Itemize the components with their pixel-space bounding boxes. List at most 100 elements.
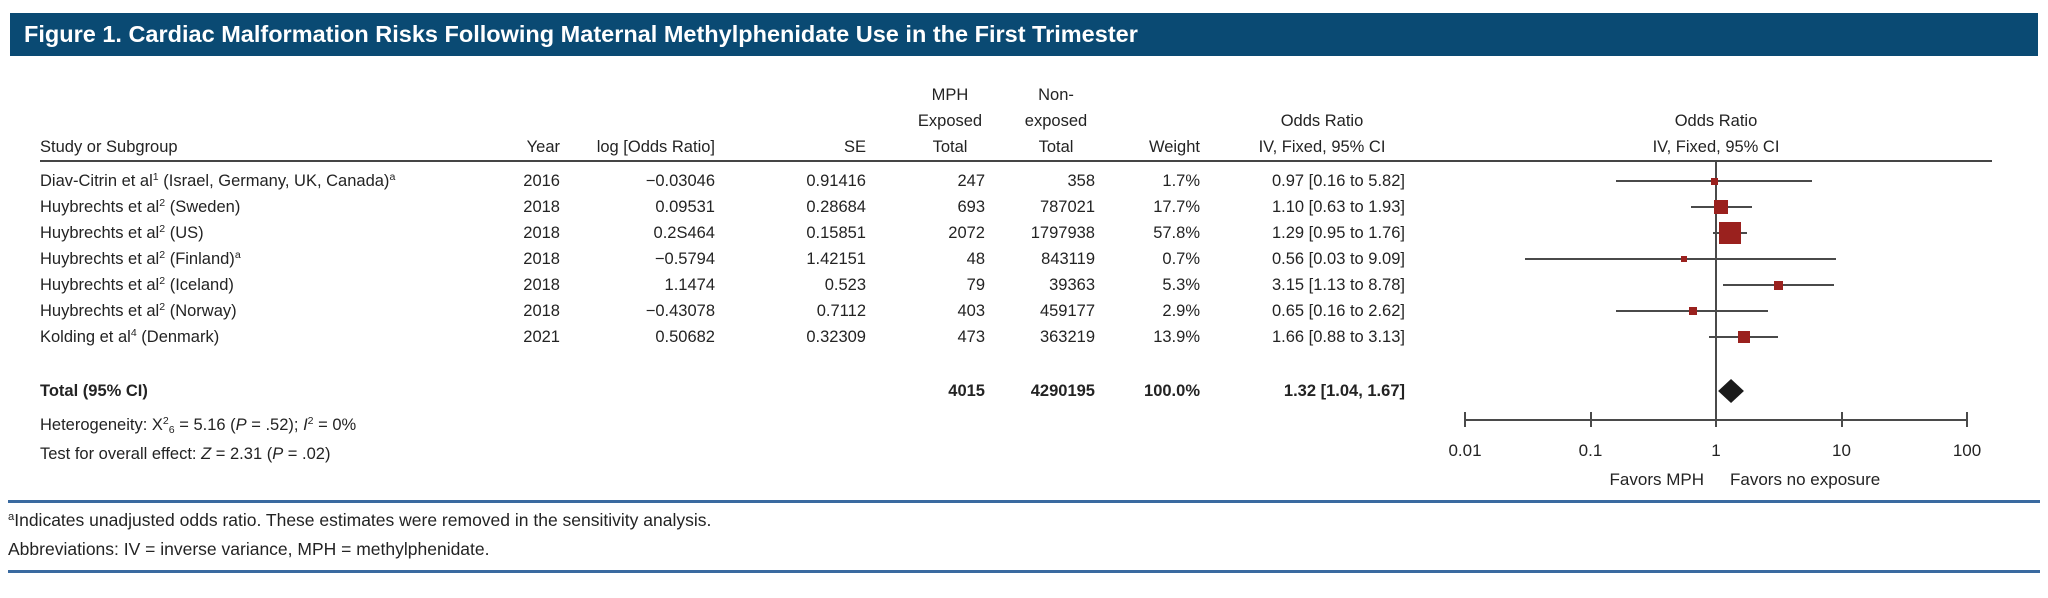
col-header-study: Study or Subgroup: [40, 138, 178, 156]
col-header-odds-ratio-values: Odds Ratio IV, Fixed, 95% CI: [1222, 108, 1422, 160]
text-segment: Abbreviations: IV = inverse variance, MP…: [8, 539, 490, 559]
text-segment: Huybrechts et al: [40, 276, 160, 294]
nonexposed-total-cell: 363219: [1039, 328, 1095, 346]
or-ci-cell: 1.29 [0.95 to 1.76]: [1271, 224, 1405, 242]
text-segment: = .02): [283, 445, 331, 463]
text-segment: (Denmark): [136, 328, 220, 346]
text-segment: a: [234, 249, 241, 262]
text-segment: (Norway): [165, 302, 237, 320]
heterogeneity-text: Heterogeneity: X26 = 5.16 (P = .52); I2 …: [40, 411, 356, 439]
nonexposed-total-cell: 358: [1067, 172, 1095, 190]
text-segment: 2: [159, 249, 166, 262]
text-segment: Huybrechts et al: [40, 302, 160, 320]
effect-marker: [1714, 200, 1729, 214]
col-header-line: Exposed: [917, 112, 983, 130]
text-segment: = 0%: [313, 416, 357, 434]
nonexposed-total-cell: 39363: [1049, 276, 1095, 294]
or-ci-cell: 0.65 [0.16 to 2.62]: [1271, 302, 1405, 320]
axis-tick-label: 100: [1952, 441, 1982, 460]
weight-cell: 2.9%: [1162, 302, 1200, 320]
axis-tick-label: 0.01: [1448, 441, 1482, 460]
text-segment: 2: [159, 301, 166, 314]
nonexposed-total-cell: 459177: [1039, 302, 1095, 320]
total-row: Total (95% CI) 4015 4290195 100.0% 1.32 [1.0…: [0, 377, 2048, 405]
text-segment: Kolding et al: [40, 328, 131, 346]
study-cell: Huybrechts et al2 (Iceland): [40, 272, 520, 298]
log-or-cell: 0.09531: [655, 198, 715, 216]
overall-effect-text: Test for overall effect: Z = 2.31 (P = .…: [40, 440, 330, 468]
nonexposed-total-cell: 843119: [1041, 250, 1095, 268]
study-cell: Huybrechts et al2 (US): [40, 220, 520, 246]
total-label: Total (95% CI): [40, 382, 148, 400]
effect-marker: [1737, 331, 1750, 343]
year-cell: 2018: [523, 276, 560, 294]
favors-left-label: Favors MPH: [1609, 470, 1704, 489]
text-segment: 2: [307, 415, 314, 428]
col-header-year: Year: [526, 138, 560, 156]
footnote-abbreviations: Abbreviations: IV = inverse variance, MP…: [8, 535, 490, 563]
text-segment: Huybrechts et al: [40, 198, 160, 216]
col-header-odds-ratio-plot: Odds Ratio IV, Fixed, 95% CI: [1616, 108, 1816, 160]
log-or-cell: −0.5794: [654, 250, 715, 268]
year-cell: 2016: [523, 172, 560, 190]
text-segment: Diav-Citrin et al: [40, 172, 153, 190]
nonexposed-total-cell: 4290195: [1030, 382, 1095, 400]
footnote-rule-bottom: [8, 570, 2040, 573]
se-cell: 0.7112: [816, 302, 866, 320]
text-segment: a: [8, 510, 15, 523]
text-segment: Indicates unadjusted odds ratio. These e…: [14, 510, 712, 530]
effect-marker: [1710, 177, 1718, 185]
study-cell: Huybrechts et al2 (Finland)a: [40, 246, 520, 272]
year-cell: 2018: [523, 198, 560, 216]
col-header-line: exposed: [1024, 112, 1088, 130]
axis-tick: [1589, 412, 1592, 427]
text-segment: Test for overall effect:: [40, 445, 202, 463]
year-cell: 2018: [523, 302, 560, 320]
col-header-se: SE: [843, 138, 866, 156]
or-ci-cell: 0.97 [0.16 to 5.82]: [1271, 172, 1405, 190]
log-or-cell: −0.43078: [645, 302, 715, 320]
text-segment: 2: [162, 415, 169, 428]
text-segment: 2: [159, 197, 166, 210]
col-header-line: Total: [932, 138, 968, 156]
footnote-rule-top: [8, 500, 2040, 503]
log-or-cell: 0.50682: [655, 328, 715, 346]
text-segment: I: [303, 416, 308, 434]
text-segment: (US): [165, 224, 204, 242]
text-segment: Huybrechts et al: [40, 224, 160, 242]
exposed-total-cell: 79: [966, 276, 985, 294]
table-row: Kolding et al4 (Denmark) 2021 0.50682 0.323…: [0, 324, 2048, 350]
text-segment: 4: [130, 327, 137, 340]
axis-tick-label: 0.1: [1578, 441, 1603, 460]
figure-title-bar: Figure 1. Cardiac Malformation Risks Fol…: [10, 13, 2038, 56]
col-header-weight: Weight: [1148, 138, 1200, 156]
se-cell: 1.42151: [806, 250, 866, 268]
exposed-total-cell: 693: [957, 198, 985, 216]
col-header-line: Odds Ratio: [1280, 112, 1364, 130]
exposed-total-cell: 48: [966, 250, 985, 268]
axis-tick: [1715, 412, 1717, 427]
text-segment: Z: [201, 445, 212, 463]
text-segment: 2: [159, 275, 166, 288]
or-ci-cell: 3.15 [1.13 to 8.78]: [1271, 276, 1405, 294]
or1-reference-line: [1715, 162, 1717, 427]
table-row: Huybrechts et al2 (Finland)a 2018 −0.5794 1…: [0, 246, 2048, 272]
text-segment: = 5.16 (: [174, 416, 236, 434]
axis-tick-label: 1: [1711, 441, 1721, 460]
footnote-a: aIndicates unadjusted odds ratio. These …: [8, 506, 711, 534]
text-segment: 6: [168, 424, 175, 437]
text-segment: = .52);: [246, 416, 304, 434]
text-segment: 2: [159, 223, 166, 236]
weight-cell: 1.7%: [1162, 172, 1200, 190]
weight-cell: 13.9%: [1153, 328, 1200, 346]
text-segment: P: [235, 416, 247, 434]
log-or-cell: 1.1474: [664, 276, 715, 294]
col-header-line: MPH: [931, 86, 969, 104]
year-cell: 2018: [523, 224, 560, 242]
exposed-total-cell: 247: [957, 172, 985, 190]
or-ci-cell: 1.32 [1.04, 1.67]: [1283, 382, 1405, 400]
text-segment: (Finland): [165, 250, 235, 268]
or-ci-cell: 0.56 [0.03 to 9.09]: [1271, 250, 1405, 268]
table-row: Diav-Citrin et al1 (Israel, Germany, UK,…: [0, 168, 2048, 194]
